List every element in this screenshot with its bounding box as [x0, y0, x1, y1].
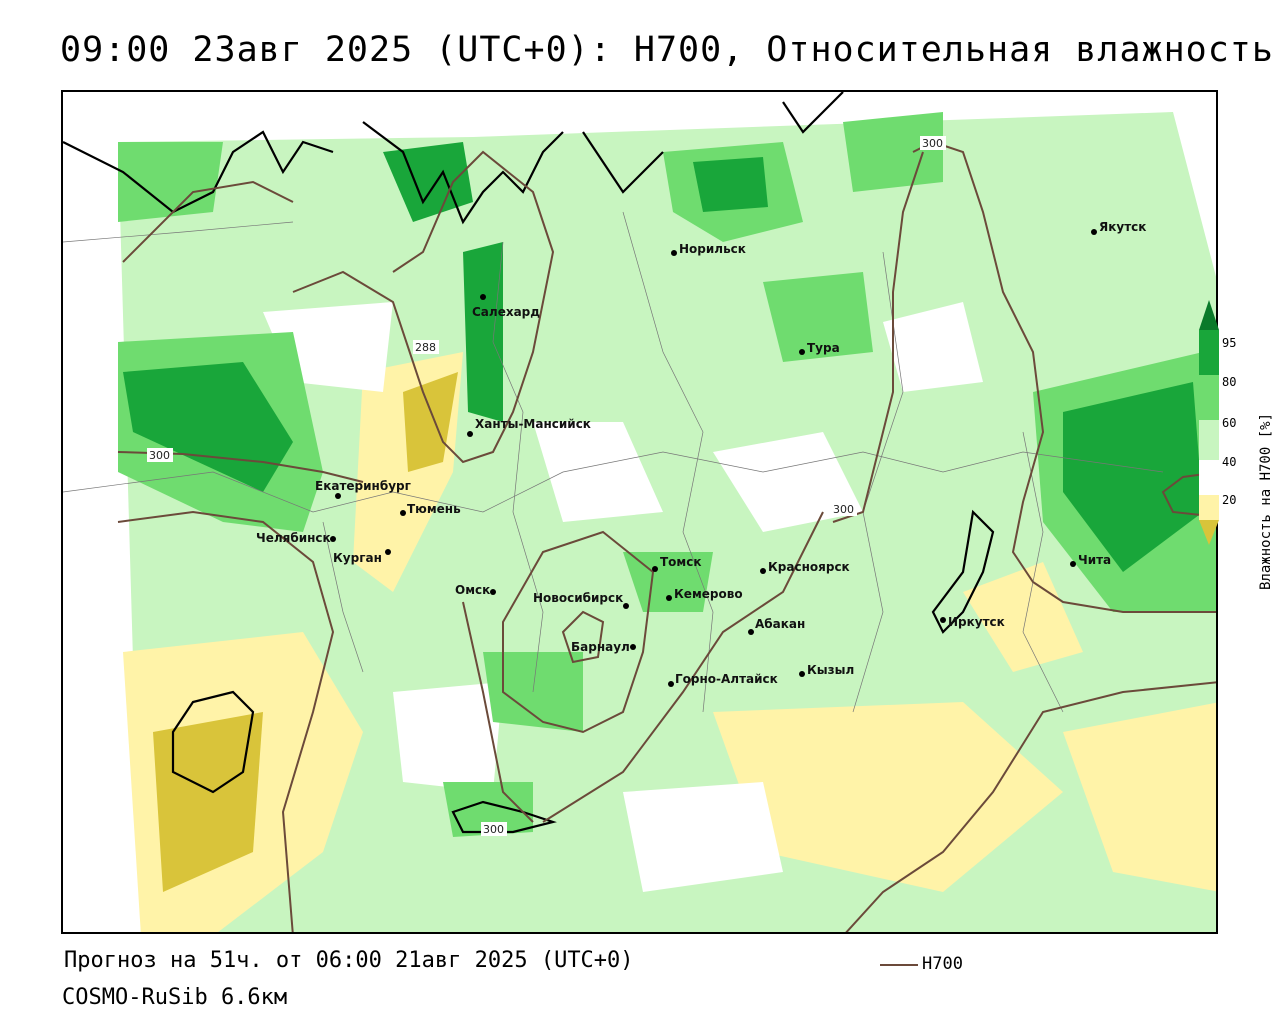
humidity-map: 300 288 300 300 300 Якутск Норильск Сале… [63, 92, 1216, 932]
coastlines [63, 92, 995, 834]
map-title: 09:00 23авг 2025 (UTC+0): H700, Относите… [60, 30, 1274, 70]
city-marker [467, 431, 473, 437]
humidity-colorbar [1199, 300, 1219, 545]
contour-label: 288 [415, 341, 436, 354]
city-marker [760, 568, 766, 574]
forecast-info: Прогноз на 51ч. от 06:00 21авг 2025 (UTC… [64, 948, 634, 973]
city-label: Якутск [1099, 220, 1146, 234]
city-marker [799, 349, 805, 355]
dry-areas [123, 302, 1216, 932]
city-marker [666, 595, 672, 601]
contour-label: 300 [922, 137, 943, 150]
city-label: Иркутск [948, 615, 1005, 629]
h700-legend-label: H700 [922, 954, 963, 974]
contour-label: 300 [833, 503, 854, 516]
model-name: COSMO-RuSib 6.6км [62, 985, 288, 1010]
colorbar-label: Влажность на H700 [%] [1258, 412, 1274, 590]
colorbar-tick: 80 [1222, 375, 1237, 389]
city-label: Норильск [679, 242, 746, 256]
colorbar-tick: 20 [1222, 493, 1237, 507]
city-label: Кемерово [674, 587, 743, 601]
cities: Якутск Норильск Салехард Тура Ханты-Манс… [256, 220, 1146, 687]
city-marker [940, 617, 946, 623]
city-label: Абакан [755, 617, 805, 631]
city-marker [480, 294, 486, 300]
city-marker [652, 566, 658, 572]
city-label: Красноярск [768, 560, 850, 574]
city-marker [330, 536, 336, 542]
city-label: Салехард [472, 305, 540, 319]
city-marker [799, 671, 805, 677]
city-marker [623, 603, 629, 609]
contour-label: 300 [483, 823, 504, 836]
city-marker [668, 681, 674, 687]
city-label: Томск [660, 555, 702, 569]
city-marker [385, 549, 391, 555]
colorbar-tick: 95 [1222, 336, 1237, 350]
h700-legend-line [880, 964, 918, 966]
city-label: Горно-Алтайск [675, 672, 778, 686]
city-marker [490, 589, 496, 595]
city-label: Ханты-Мансийск [475, 417, 591, 431]
h700-contours [117, 140, 1216, 932]
city-label: Тюмень [407, 502, 461, 516]
city-marker [400, 510, 406, 516]
city-label: Омск [455, 583, 490, 597]
contour-label: 300 [149, 449, 170, 462]
city-marker [671, 250, 677, 256]
city-label: Новосибирск [533, 591, 623, 605]
colorbar-tick: 40 [1222, 455, 1237, 469]
city-marker [1070, 561, 1076, 567]
city-marker [748, 629, 754, 635]
city-label: Тура [807, 341, 840, 355]
contour-labels: 300 288 300 300 300 [147, 136, 946, 836]
city-marker [630, 644, 636, 650]
city-marker [335, 493, 341, 499]
colorbar-tick: 60 [1222, 416, 1237, 430]
map-panel: 300 288 300 300 300 Якутск Норильск Сале… [61, 90, 1218, 934]
city-marker [1091, 229, 1097, 235]
city-label: Кызыл [807, 663, 854, 677]
city-label: Чита [1078, 553, 1111, 567]
city-label: Екатеринбург [315, 479, 411, 493]
city-label: Барнаул [571, 640, 630, 654]
city-label: Курган [333, 551, 382, 565]
city-label: Челябинск [256, 531, 331, 545]
